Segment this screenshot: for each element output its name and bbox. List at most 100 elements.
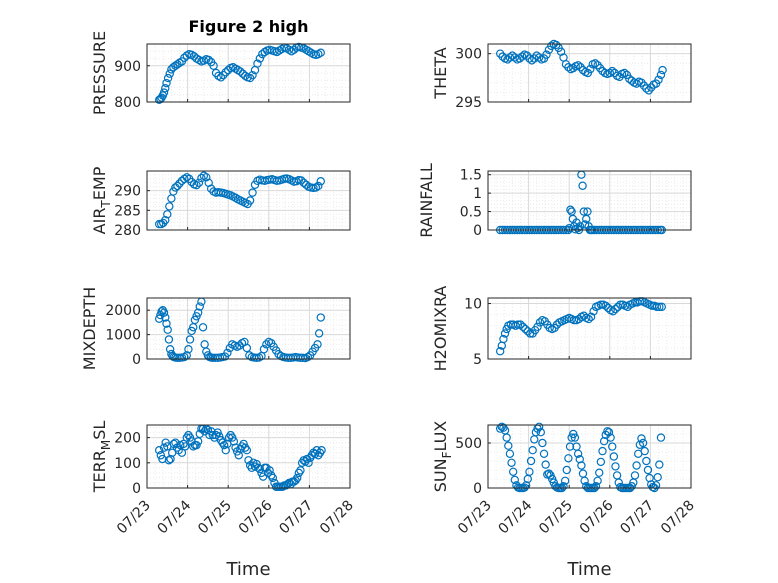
data-point — [228, 433, 237, 442]
data-point — [316, 177, 325, 186]
data-point — [642, 456, 651, 466]
data-point — [601, 301, 610, 310]
data-point — [265, 466, 274, 475]
data-point — [521, 324, 530, 334]
data-point — [535, 318, 545, 327]
axes-box — [146, 170, 351, 231]
data-point — [534, 422, 544, 431]
data-point — [608, 442, 617, 451]
data-point — [656, 433, 666, 442]
data-point — [239, 439, 248, 449]
data-point — [502, 433, 511, 442]
y-tick-label: 0 — [132, 352, 141, 368]
x-tick-label: 07/23 — [114, 498, 154, 538]
y-axis-label: MIXDEPTH — [80, 287, 99, 370]
y-tick-label: 0 — [473, 223, 482, 239]
data-point — [616, 300, 625, 309]
y-tick-label: 500 — [455, 436, 482, 452]
data-point — [573, 61, 583, 70]
data-point — [161, 84, 170, 93]
data-point — [638, 438, 648, 448]
data-point — [604, 428, 614, 437]
data-point — [244, 456, 253, 465]
axes-box — [487, 170, 692, 231]
data-point — [221, 68, 230, 77]
y-axis-label: PRESSURE — [90, 31, 109, 115]
data-point — [578, 181, 587, 190]
series-markers — [154, 42, 325, 105]
data-point — [205, 430, 214, 440]
data-point — [163, 210, 172, 219]
y-tick-label: 0 — [473, 481, 482, 497]
data-point — [620, 68, 629, 78]
chart-title: Figure 2 high — [189, 17, 309, 36]
data-point — [657, 302, 666, 312]
data-point — [316, 313, 325, 322]
data-point — [163, 325, 172, 334]
data-point — [658, 65, 667, 75]
data-point — [510, 475, 519, 485]
data-point — [637, 434, 646, 443]
y-tick-label: 1000 — [105, 328, 141, 344]
data-point — [192, 440, 201, 450]
data-point — [565, 442, 575, 451]
data-point — [605, 68, 615, 78]
data-point — [533, 322, 542, 332]
data-point — [640, 446, 649, 456]
data-point — [303, 352, 312, 362]
data-point — [259, 345, 269, 354]
data-point — [177, 448, 187, 457]
data-point — [198, 323, 208, 332]
axes-box — [146, 43, 351, 103]
data-point — [248, 188, 257, 197]
data-point — [173, 60, 182, 69]
data-point — [653, 473, 662, 482]
y-tick-label: 300 — [455, 47, 482, 63]
data-point — [591, 482, 601, 491]
data-point — [589, 307, 598, 316]
x-axis-label: Time — [225, 559, 270, 580]
data-point — [541, 460, 550, 469]
data-point — [542, 50, 551, 59]
subplot-theta: 295 300 THETA — [431, 39, 692, 111]
y-tick-label: 280 — [114, 223, 141, 239]
series-markers — [154, 297, 325, 363]
x-tick-label: 07/23 — [455, 498, 495, 538]
data-point — [611, 304, 620, 314]
data-point — [165, 202, 174, 211]
plot-area — [147, 298, 350, 359]
y-axis-label: AIRTEMP — [90, 166, 113, 234]
data-point — [562, 465, 571, 475]
data-point — [162, 319, 171, 328]
data-point — [242, 343, 252, 353]
series-markers — [154, 171, 325, 229]
data-point — [606, 433, 615, 442]
x-axis-label: Time — [566, 559, 611, 580]
data-point — [180, 352, 189, 362]
x-tick-label: 07/27 — [276, 498, 316, 538]
y-axis-label: H2OMIXRA — [431, 286, 450, 372]
data-point — [173, 181, 182, 191]
data-point — [255, 54, 265, 63]
data-point — [630, 471, 640, 480]
y-tick-label: 900 — [114, 59, 141, 75]
data-point — [223, 348, 232, 358]
data-point — [297, 176, 306, 185]
y-tick-label: 290 — [114, 184, 141, 200]
y-tick-label: 100 — [114, 456, 141, 472]
data-point — [504, 441, 513, 450]
data-point — [169, 187, 178, 196]
data-point — [590, 59, 600, 68]
data-point — [651, 481, 661, 490]
data-point — [180, 174, 189, 184]
data-point — [525, 54, 534, 63]
data-point — [164, 456, 174, 465]
data-point — [185, 433, 195, 442]
data-point — [513, 320, 523, 329]
axes-box — [146, 424, 351, 489]
x-tick-label: 07/25 — [536, 498, 576, 538]
data-point — [655, 302, 664, 312]
data-point — [500, 329, 510, 338]
data-point — [536, 428, 545, 437]
data-point — [253, 59, 262, 68]
